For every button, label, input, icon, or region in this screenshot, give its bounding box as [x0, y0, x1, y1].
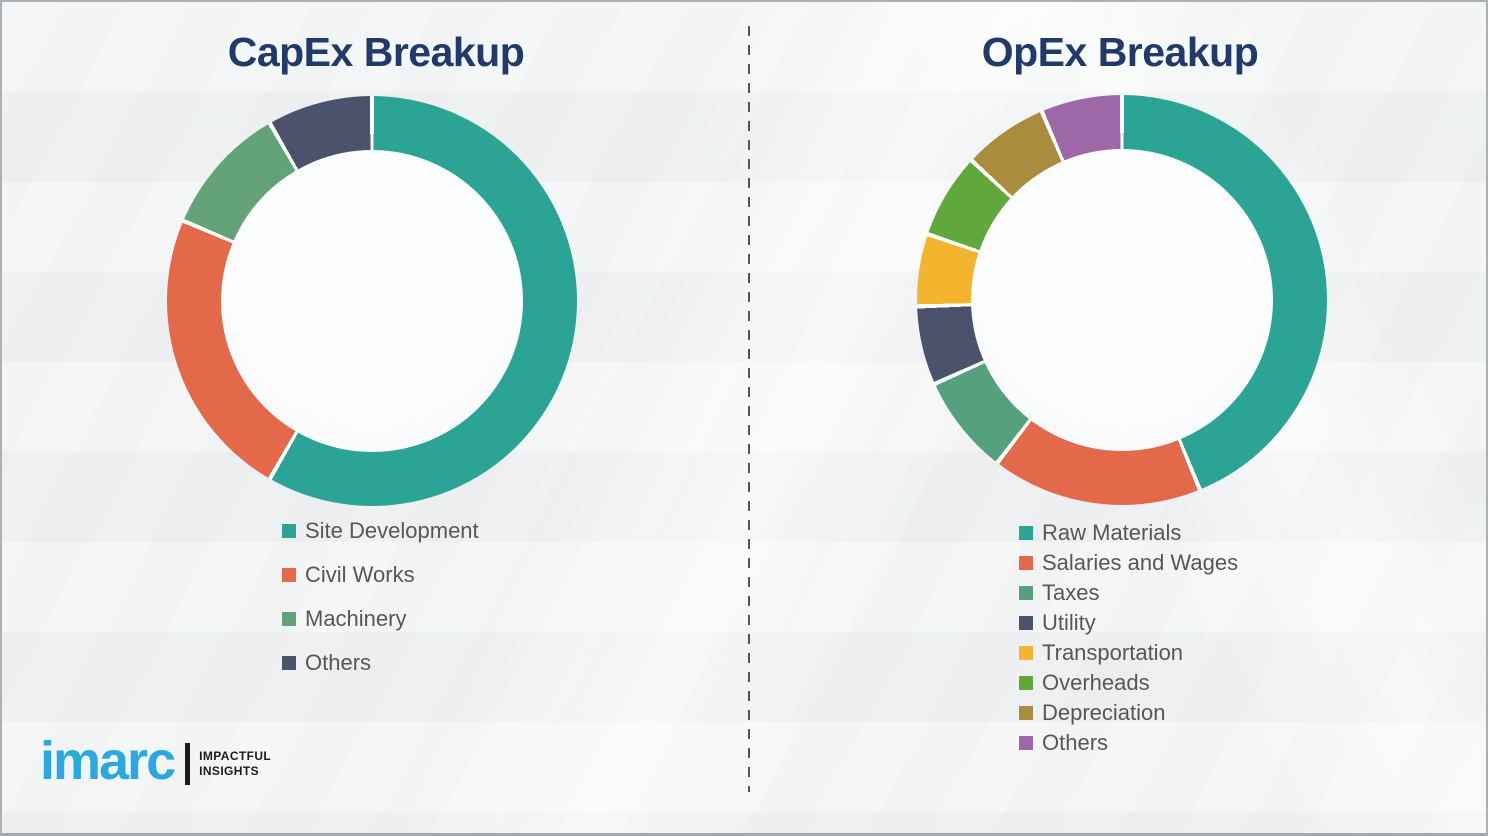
legend-swatch: [1019, 706, 1033, 720]
legend-label: Site Development: [305, 518, 479, 543]
legend-label: Others: [305, 650, 372, 675]
legend-swatch: [1019, 586, 1033, 600]
logo-tagline: IMPACTFUL INSIGHTS: [199, 749, 271, 780]
logo-tagline-line1: IMPACTFUL: [199, 748, 272, 763]
legend-swatch: [282, 612, 296, 626]
legend-item: Machinery: [282, 597, 479, 641]
capex-chart-title: CapEx Breakup: [227, 29, 525, 75]
legend-item: Salaries and Wages: [1019, 548, 1238, 578]
logo-tagline-line2: INSIGHTS: [199, 764, 259, 779]
legend-label: Overheads: [1042, 670, 1150, 695]
legend-label: Taxes: [1042, 580, 1100, 605]
legend-label: Others: [1042, 730, 1109, 755]
logo-divider-bar: [185, 743, 191, 786]
legend-swatch: [1019, 646, 1033, 660]
legend-label: Civil Works: [305, 562, 415, 587]
legend-item: Site Development: [282, 509, 479, 553]
opex-chart-title: OpEx Breakup: [981, 29, 1259, 75]
legend-item: Taxes: [1019, 578, 1238, 608]
legend-label: Utility: [1042, 610, 1096, 635]
legend-item: Transportation: [1019, 638, 1238, 668]
legend-item: Overheads: [1019, 668, 1238, 698]
legend-item: Others: [1019, 728, 1238, 758]
capex-legend: Site Development Civil Works Machinery Othe…: [282, 509, 479, 685]
legend-label: Salaries and Wages: [1042, 550, 1239, 575]
legend-label: Raw Materials: [1042, 520, 1182, 545]
imarc-logo: imarc IMPACTFUL INSIGHTS: [40, 731, 271, 791]
legend-swatch: [282, 568, 296, 582]
legend-swatch: [1019, 526, 1033, 540]
legend-swatch: [1019, 556, 1033, 570]
legend-swatch: [1019, 616, 1033, 630]
opex-legend: Raw Materials Salaries and Wages Taxes Util…: [1019, 518, 1238, 758]
legend-swatch: [282, 524, 296, 538]
capex-donut-chart: [167, 96, 577, 506]
legend-label: Transportation: [1042, 640, 1184, 665]
legend-swatch: [282, 656, 296, 670]
legend-label: Machinery: [305, 606, 407, 631]
legend-item: Others: [282, 641, 479, 685]
vertical-dashed-divider: [748, 26, 750, 792]
legend-item: Civil Works: [282, 553, 479, 597]
legend-item: Utility: [1019, 608, 1238, 638]
legend-swatch: [1019, 676, 1033, 690]
legend-item: Depreciation: [1019, 698, 1238, 728]
legend-label: Depreciation: [1042, 700, 1166, 725]
imarc-wordmark: imarc: [40, 731, 176, 791]
legend-swatch: [1019, 736, 1033, 750]
opex-donut-chart: [917, 95, 1327, 505]
legend-item: Raw Materials: [1019, 518, 1238, 548]
